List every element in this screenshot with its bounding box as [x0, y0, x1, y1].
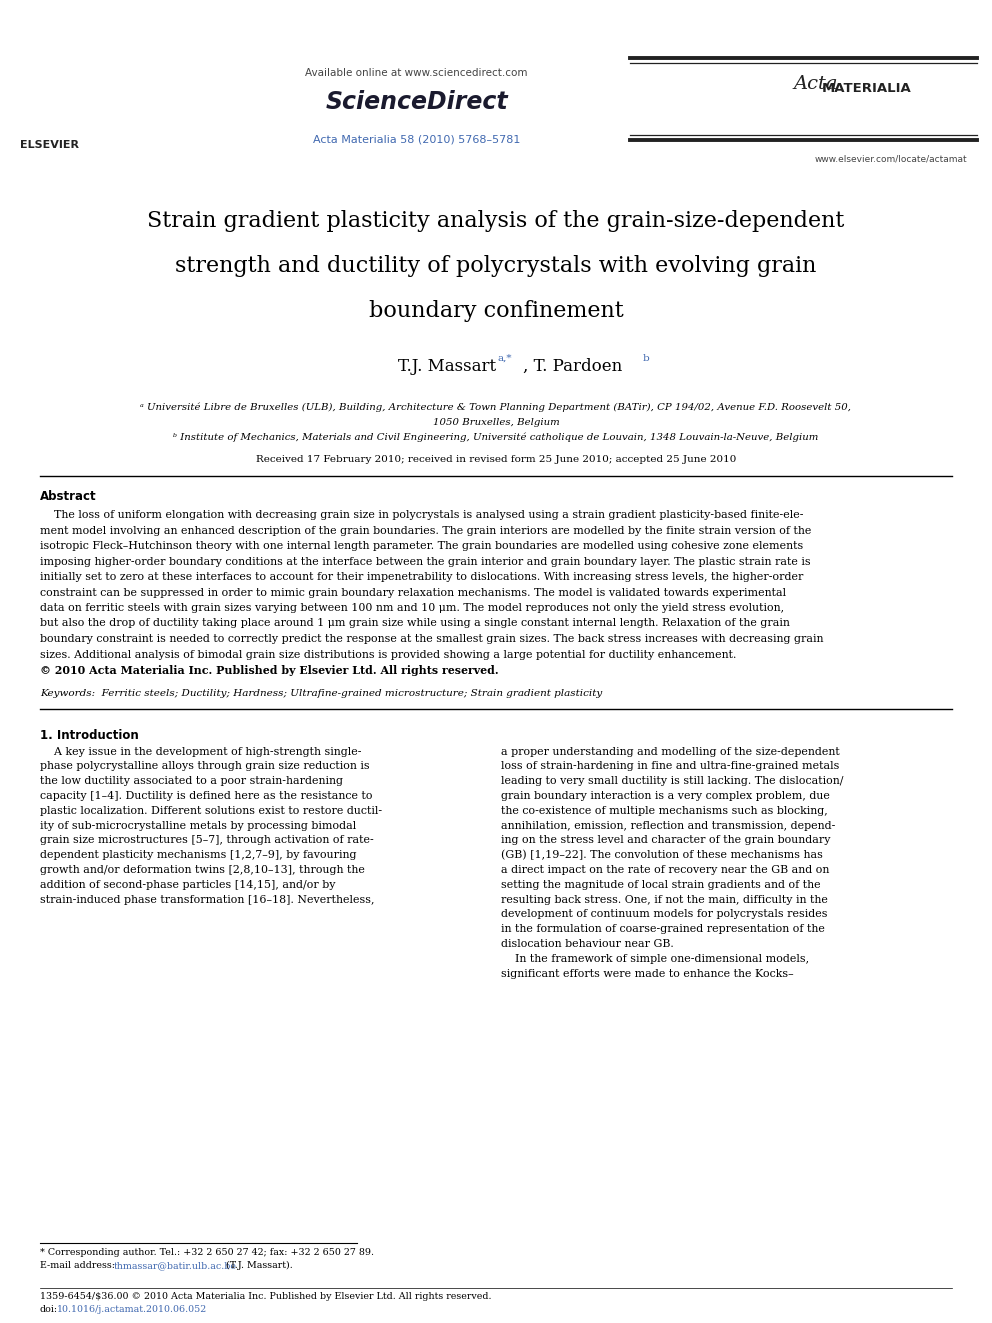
Text: Abstract: Abstract	[40, 490, 96, 503]
Text: strength and ductility of polycrystals with evolving grain: strength and ductility of polycrystals w…	[176, 255, 816, 277]
Text: T.J. Massart: T.J. Massart	[398, 359, 496, 374]
Text: ScienceDirect: ScienceDirect	[325, 90, 508, 114]
Text: in the formulation of coarse-grained representation of the: in the formulation of coarse-grained rep…	[501, 923, 824, 934]
Text: doi:: doi:	[40, 1304, 58, 1314]
Text: capacity [1–4]. Ductility is defined here as the resistance to: capacity [1–4]. Ductility is defined her…	[40, 791, 372, 800]
Text: isotropic Fleck–Hutchinson theory with one internal length parameter. The grain : isotropic Fleck–Hutchinson theory with o…	[40, 541, 803, 550]
Text: Acta: Acta	[794, 75, 838, 93]
Text: significant efforts were made to enhance the Kocks–: significant efforts were made to enhance…	[501, 968, 794, 979]
Text: Acta Materialia 58 (2010) 5768–5781: Acta Materialia 58 (2010) 5768–5781	[312, 135, 521, 146]
Text: (T.J. Massart).: (T.J. Massart).	[223, 1261, 293, 1270]
Text: © 2010 Acta Materialia Inc. Published by Elsevier Ltd. All rights reserved.: © 2010 Acta Materialia Inc. Published by…	[40, 665, 498, 676]
Text: addition of second-phase particles [14,15], and/or by: addition of second-phase particles [14,1…	[40, 880, 335, 889]
Text: ment model involving an enhanced description of the grain boundaries. The grain : ment model involving an enhanced descrip…	[40, 525, 811, 536]
Text: growth and/or deformation twins [2,8,10–13], through the: growth and/or deformation twins [2,8,10–…	[40, 865, 364, 875]
Text: grain size microstructures [5–7], through activation of rate-: grain size microstructures [5–7], throug…	[40, 835, 373, 845]
Text: In the framework of simple one-dimensional models,: In the framework of simple one-dimension…	[501, 954, 809, 963]
Text: ᵃ Université Libre de Bruxelles (ULB), Building, Architecture & Town Planning De: ᵃ Université Libre de Bruxelles (ULB), B…	[141, 402, 851, 411]
Text: (GB) [1,19–22]. The convolution of these mechanisms has: (GB) [1,19–22]. The convolution of these…	[501, 851, 822, 860]
Text: boundary confinement: boundary confinement	[369, 300, 623, 321]
Text: ing on the stress level and character of the grain boundary: ing on the stress level and character of…	[501, 835, 830, 845]
Text: sizes. Additional analysis of bimodal grain size distributions is provided showi: sizes. Additional analysis of bimodal gr…	[40, 650, 736, 659]
Text: ELSEVIER: ELSEVIER	[20, 140, 78, 149]
Text: a proper understanding and modelling of the size-dependent: a proper understanding and modelling of …	[501, 746, 839, 757]
Text: data on ferritic steels with grain sizes varying between 100 nm and 10 μm. The m: data on ferritic steels with grain sizes…	[40, 603, 784, 613]
Text: A key issue in the development of high-strength single-: A key issue in the development of high-s…	[40, 746, 361, 757]
Text: b: b	[643, 355, 650, 363]
Text: 1359-6454/$36.00 © 2010 Acta Materialia Inc. Published by Elsevier Ltd. All righ: 1359-6454/$36.00 © 2010 Acta Materialia …	[40, 1293, 491, 1301]
Text: Received 17 February 2010; received in revised form 25 June 2010; accepted 25 Ju: Received 17 February 2010; received in r…	[256, 455, 736, 464]
Text: 10.1016/j.actamat.2010.06.052: 10.1016/j.actamat.2010.06.052	[57, 1304, 206, 1314]
Text: dependent plasticity mechanisms [1,2,7–9], by favouring: dependent plasticity mechanisms [1,2,7–9…	[40, 851, 356, 860]
Text: development of continuum models for polycrystals resides: development of continuum models for poly…	[501, 909, 827, 919]
Text: E-mail address:: E-mail address:	[40, 1261, 118, 1270]
Text: the low ductility associated to a poor strain-hardening: the low ductility associated to a poor s…	[40, 777, 342, 786]
Text: 1. Introduction: 1. Introduction	[40, 729, 139, 741]
Text: loss of strain-hardening in fine and ultra-fine-grained metals: loss of strain-hardening in fine and ult…	[501, 761, 839, 771]
Text: 1050 Bruxelles, Belgium: 1050 Bruxelles, Belgium	[433, 418, 559, 427]
Text: but also the drop of ductility taking place around 1 μm grain size while using a: but also the drop of ductility taking pl…	[40, 618, 790, 628]
Text: a,*: a,*	[498, 355, 513, 363]
Text: phase polycrystalline alloys through grain size reduction is: phase polycrystalline alloys through gra…	[40, 761, 369, 771]
Text: a direct impact on the rate of recovery near the GB and on: a direct impact on the rate of recovery …	[501, 865, 829, 875]
Text: boundary constraint is needed to correctly predict the response at the smallest : boundary constraint is needed to correct…	[40, 634, 823, 644]
Text: ᵇ Institute of Mechanics, Materials and Civil Engineering, Université catholique: ᵇ Institute of Mechanics, Materials and …	[174, 433, 818, 442]
Text: constraint can be suppressed in order to mimic grain boundary relaxation mechani: constraint can be suppressed in order to…	[40, 587, 786, 598]
Text: MATERIALIA: MATERIALIA	[821, 82, 911, 95]
Text: strain-induced phase transformation [16–18]. Nevertheless,: strain-induced phase transformation [16–…	[40, 894, 374, 905]
Text: plastic localization. Different solutions exist to restore ductil-: plastic localization. Different solution…	[40, 806, 382, 816]
Text: The loss of uniform elongation with decreasing grain size in polycrystals is ana: The loss of uniform elongation with decr…	[40, 509, 804, 520]
Text: the co-existence of multiple mechanisms such as blocking,: the co-existence of multiple mechanisms …	[501, 806, 827, 816]
Text: setting the magnitude of local strain gradients and of the: setting the magnitude of local strain gr…	[501, 880, 820, 889]
Text: imposing higher-order boundary conditions at the interface between the grain int: imposing higher-order boundary condition…	[40, 557, 810, 566]
Text: leading to very small ductility is still lacking. The dislocation/: leading to very small ductility is still…	[501, 777, 843, 786]
Text: annihilation, emission, reflection and transmission, depend-: annihilation, emission, reflection and t…	[501, 820, 835, 831]
Text: initially set to zero at these interfaces to account for their impenetrability t: initially set to zero at these interface…	[40, 572, 804, 582]
Text: grain boundary interaction is a very complex problem, due: grain boundary interaction is a very com…	[501, 791, 830, 800]
Text: , T. Pardoen: , T. Pardoen	[523, 359, 622, 374]
Text: www.elsevier.com/locate/actamat: www.elsevier.com/locate/actamat	[814, 153, 967, 163]
Text: * Corresponding author. Tel.: +32 2 650 27 42; fax: +32 2 650 27 89.: * Corresponding author. Tel.: +32 2 650 …	[40, 1248, 374, 1257]
Text: Available online at www.sciencedirect.com: Available online at www.sciencedirect.co…	[306, 67, 528, 78]
Text: Strain gradient plasticity analysis of the grain-size-dependent: Strain gradient plasticity analysis of t…	[148, 210, 844, 232]
Text: Keywords:  Ferritic steels; Ductility; Hardness; Ultrafine-grained microstructur: Keywords: Ferritic steels; Ductility; Ha…	[40, 688, 602, 697]
Text: ity of sub-microcrystalline metals by processing bimodal: ity of sub-microcrystalline metals by pr…	[40, 820, 356, 831]
Text: thmassar@batir.ulb.ac.be: thmassar@batir.ulb.ac.be	[114, 1261, 237, 1270]
Text: dislocation behaviour near GB.: dislocation behaviour near GB.	[501, 939, 674, 949]
Text: resulting back stress. One, if not the main, difficulty in the: resulting back stress. One, if not the m…	[501, 894, 828, 905]
